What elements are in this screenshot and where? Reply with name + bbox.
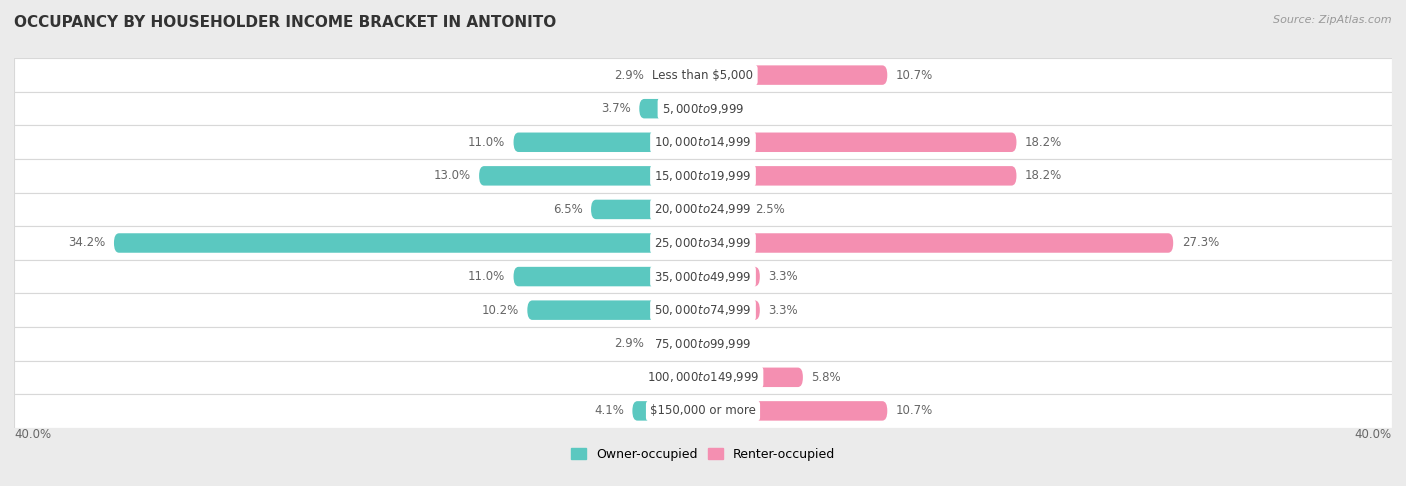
FancyBboxPatch shape: [14, 92, 1392, 125]
Text: $20,000 to $24,999: $20,000 to $24,999: [654, 203, 752, 216]
Text: $35,000 to $49,999: $35,000 to $49,999: [654, 270, 752, 283]
Text: 5.8%: 5.8%: [811, 371, 841, 384]
FancyBboxPatch shape: [14, 159, 1392, 192]
Text: 11.0%: 11.0%: [468, 136, 505, 149]
Text: 27.3%: 27.3%: [1182, 237, 1219, 249]
Text: 18.2%: 18.2%: [1025, 169, 1063, 182]
Text: $15,000 to $19,999: $15,000 to $19,999: [654, 169, 752, 183]
FancyBboxPatch shape: [14, 327, 1392, 361]
FancyBboxPatch shape: [14, 294, 1392, 327]
Text: 13.0%: 13.0%: [433, 169, 471, 182]
Legend: Owner-occupied, Renter-occupied: Owner-occupied, Renter-occupied: [567, 443, 839, 466]
FancyBboxPatch shape: [591, 200, 703, 219]
FancyBboxPatch shape: [703, 233, 1173, 253]
FancyBboxPatch shape: [14, 125, 1392, 159]
Text: $150,000 or more: $150,000 or more: [650, 404, 756, 417]
FancyBboxPatch shape: [14, 361, 1392, 394]
FancyBboxPatch shape: [14, 192, 1392, 226]
Text: 10.7%: 10.7%: [896, 69, 934, 82]
FancyBboxPatch shape: [14, 226, 1392, 260]
Text: 10.2%: 10.2%: [481, 304, 519, 317]
FancyBboxPatch shape: [14, 58, 1392, 92]
FancyBboxPatch shape: [513, 267, 703, 286]
Text: 40.0%: 40.0%: [14, 428, 51, 441]
Text: $5,000 to $9,999: $5,000 to $9,999: [662, 102, 744, 116]
Text: OCCUPANCY BY HOUSEHOLDER INCOME BRACKET IN ANTONITO: OCCUPANCY BY HOUSEHOLDER INCOME BRACKET …: [14, 15, 557, 30]
FancyBboxPatch shape: [703, 200, 747, 219]
FancyBboxPatch shape: [703, 66, 887, 85]
FancyBboxPatch shape: [703, 401, 887, 420]
Text: 2.9%: 2.9%: [614, 69, 644, 82]
Text: 0.0%: 0.0%: [711, 337, 741, 350]
Text: 3.3%: 3.3%: [769, 270, 799, 283]
FancyBboxPatch shape: [689, 367, 703, 387]
FancyBboxPatch shape: [479, 166, 703, 186]
Text: $100,000 to $149,999: $100,000 to $149,999: [647, 370, 759, 384]
FancyBboxPatch shape: [513, 133, 703, 152]
FancyBboxPatch shape: [14, 260, 1392, 294]
Text: 2.5%: 2.5%: [755, 203, 785, 216]
FancyBboxPatch shape: [703, 300, 759, 320]
Text: 10.7%: 10.7%: [896, 404, 934, 417]
FancyBboxPatch shape: [527, 300, 703, 320]
FancyBboxPatch shape: [114, 233, 703, 253]
FancyBboxPatch shape: [703, 367, 803, 387]
Text: 40.0%: 40.0%: [1355, 428, 1392, 441]
Text: 34.2%: 34.2%: [67, 237, 105, 249]
FancyBboxPatch shape: [703, 133, 1017, 152]
Text: 4.1%: 4.1%: [593, 404, 624, 417]
FancyBboxPatch shape: [652, 334, 703, 353]
FancyBboxPatch shape: [703, 267, 759, 286]
Text: 18.2%: 18.2%: [1025, 136, 1063, 149]
Text: Less than $5,000: Less than $5,000: [652, 69, 754, 82]
Text: $75,000 to $99,999: $75,000 to $99,999: [654, 337, 752, 351]
FancyBboxPatch shape: [633, 401, 703, 420]
Text: Source: ZipAtlas.com: Source: ZipAtlas.com: [1274, 15, 1392, 25]
Text: $25,000 to $34,999: $25,000 to $34,999: [654, 236, 752, 250]
Text: 6.5%: 6.5%: [553, 203, 582, 216]
FancyBboxPatch shape: [703, 166, 1017, 186]
FancyBboxPatch shape: [640, 99, 703, 119]
Text: $10,000 to $14,999: $10,000 to $14,999: [654, 135, 752, 149]
FancyBboxPatch shape: [652, 66, 703, 85]
FancyBboxPatch shape: [14, 394, 1392, 428]
Text: 11.0%: 11.0%: [468, 270, 505, 283]
Text: $50,000 to $74,999: $50,000 to $74,999: [654, 303, 752, 317]
Text: 3.7%: 3.7%: [600, 102, 631, 115]
Text: 0.81%: 0.81%: [644, 371, 681, 384]
Text: 3.3%: 3.3%: [769, 304, 799, 317]
Text: 2.9%: 2.9%: [614, 337, 644, 350]
Text: 0.0%: 0.0%: [711, 102, 741, 115]
